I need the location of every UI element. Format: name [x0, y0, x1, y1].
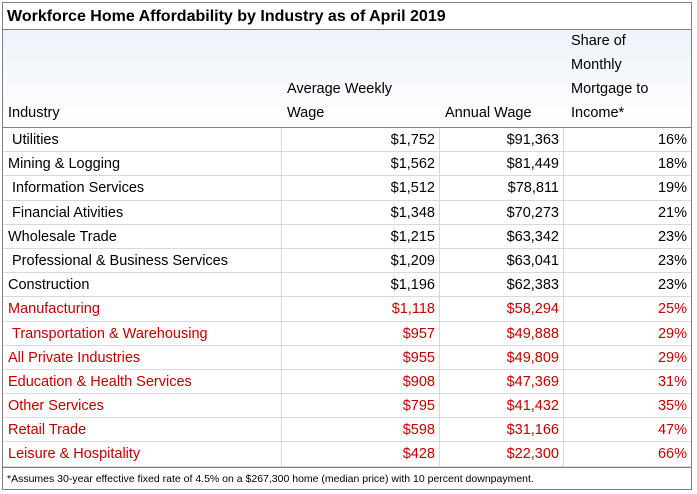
- header-share-line-4: Income*: [571, 105, 625, 121]
- annual-wage-cell: $81,449: [439, 152, 563, 176]
- share-cell: 23%: [563, 248, 691, 273]
- table-row: Wholesale Trade $1,215 $63,342 23%: [3, 224, 691, 249]
- annual-wage-cell: $22,300: [439, 442, 563, 466]
- industry-cell: Utilities: [12, 132, 59, 148]
- table-row: Utilities $1,752 $91,363 16%: [3, 128, 691, 153]
- industry-cell: Transportation & Warehousing: [12, 325, 208, 342]
- header-share-line-3: Mortgage to: [571, 81, 649, 97]
- annual-wage-cell: $63,342: [439, 224, 563, 248]
- header-annual-wage: Annual Wage: [439, 30, 563, 127]
- table-row: Financial Ativities $1,348 $70,273 21%: [3, 200, 691, 225]
- header-share-line-1: Share of: [571, 33, 626, 49]
- annual-wage-cell: $49,809: [439, 345, 563, 369]
- table-row: Manufacturing $1,118 $58,294 25%: [3, 297, 691, 322]
- industry-cell: Mining & Logging: [8, 156, 121, 173]
- share-cell: 66%: [563, 442, 691, 466]
- annual-wage-cell: $70,273: [439, 200, 563, 224]
- annual-wage-cell: $63,041: [439, 248, 563, 273]
- table-row: Professional & Business Services $1,209 $6…: [3, 248, 691, 274]
- industry-cell: Information Services: [12, 180, 145, 197]
- annual-wage-cell: $91,363: [439, 128, 563, 152]
- header-industry-line: Industry: [8, 105, 60, 121]
- industry-cell: Construction: [8, 277, 90, 294]
- header-industry: Industry: [3, 30, 281, 127]
- share-cell: 19%: [563, 176, 691, 200]
- weekly-wage-cell: $795: [281, 394, 439, 418]
- weekly-wage-cell: $1,348: [281, 200, 439, 224]
- annual-wage-cell: $41,432: [439, 394, 563, 418]
- annual-wage-cell: $62,383: [439, 273, 563, 297]
- industry-cell: Education & Health Services: [8, 373, 192, 390]
- annual-wage-cell: $78,811: [439, 176, 563, 200]
- table-row: Information Services $1,512 $78,811 19%: [3, 176, 691, 201]
- annual-wage-cell: $49,888: [439, 321, 563, 345]
- industry-cell: Retail Trade: [8, 422, 87, 439]
- weekly-wage-cell: $1,215: [281, 224, 439, 248]
- weekly-wage-cell: $428: [281, 442, 439, 466]
- share-cell: 23%: [563, 224, 691, 248]
- share-cell: 21%: [563, 200, 691, 224]
- weekly-wage-cell: $957: [281, 321, 439, 345]
- table-body: Utilities $1,752 $91,363 16% Mining & Loggin…: [3, 128, 691, 467]
- weekly-wage-cell: $1,562: [281, 152, 439, 176]
- share-cell: 25%: [563, 297, 691, 321]
- table-row: Construction $1,196 $62,383 23%: [3, 273, 691, 298]
- weekly-wage-cell: $908: [281, 369, 439, 394]
- header-annual-line: Annual Wage: [445, 105, 532, 121]
- table-row: Mining & Logging $1,562 $81,449 18%: [3, 152, 691, 177]
- share-cell: 18%: [563, 152, 691, 176]
- header-weekly-line-1: Average Weekly: [287, 81, 393, 97]
- header-row: Industry Average Weekly Wage Annual Wage…: [3, 30, 691, 128]
- weekly-wage-cell: $1,118: [281, 297, 439, 321]
- affordability-table: Workforce Home Affordability by Industry…: [2, 2, 692, 490]
- table-row: All Private Industries $955 $49,809 29%: [3, 345, 691, 370]
- header-share-line-2: Monthly: [571, 57, 622, 73]
- share-cell: 23%: [563, 273, 691, 297]
- weekly-wage-cell: $1,209: [281, 248, 439, 273]
- table-row: Leisure & Hospitality $428 $22,300 66%: [3, 442, 691, 467]
- annual-wage-cell: $47,369: [439, 369, 563, 394]
- table-title: Workforce Home Affordability by Industry…: [3, 3, 691, 30]
- industry-cell: Leisure & Hospitality: [8, 446, 141, 463]
- weekly-wage-cell: $598: [281, 418, 439, 442]
- industry-cell: Other Services: [8, 398, 104, 415]
- weekly-wage-cell: $1,512: [281, 176, 439, 200]
- share-cell: 31%: [563, 369, 691, 394]
- table-row: Transportation & Warehousing $957 $49,888 2…: [3, 321, 691, 346]
- weekly-wage-cell: $1,752: [281, 128, 439, 152]
- share-cell: 35%: [563, 394, 691, 418]
- header-weekly-wage: Average Weekly Wage: [281, 30, 439, 127]
- footnote: *Assumes 30-year effective fixed rate of…: [3, 466, 691, 489]
- share-cell: 16%: [563, 128, 691, 152]
- table-row: Other Services $795 $41,432 35%: [3, 394, 691, 419]
- industry-cell: Financial Ativities: [12, 204, 124, 221]
- industry-cell: All Private Industries: [8, 349, 141, 366]
- annual-wage-cell: $58,294: [439, 297, 563, 321]
- weekly-wage-cell: $955: [281, 345, 439, 369]
- industry-cell: Wholesale Trade: [8, 228, 117, 245]
- table-row: Education & Health Services $908 $47,369 31…: [3, 369, 691, 395]
- annual-wage-cell: $31,166: [439, 418, 563, 442]
- share-cell: 29%: [563, 321, 691, 345]
- industry-cell: Professional & Business Services: [12, 252, 228, 269]
- share-cell: 47%: [563, 418, 691, 442]
- table-row: Retail Trade $598 $31,166 47%: [3, 418, 691, 443]
- industry-cell: Manufacturing: [8, 301, 100, 318]
- header-share: Share of Monthly Mortgage to Income*: [563, 30, 691, 127]
- weekly-wage-cell: $1,196: [281, 273, 439, 297]
- share-cell: 29%: [563, 345, 691, 369]
- header-weekly-line-2: Wage: [287, 105, 325, 121]
